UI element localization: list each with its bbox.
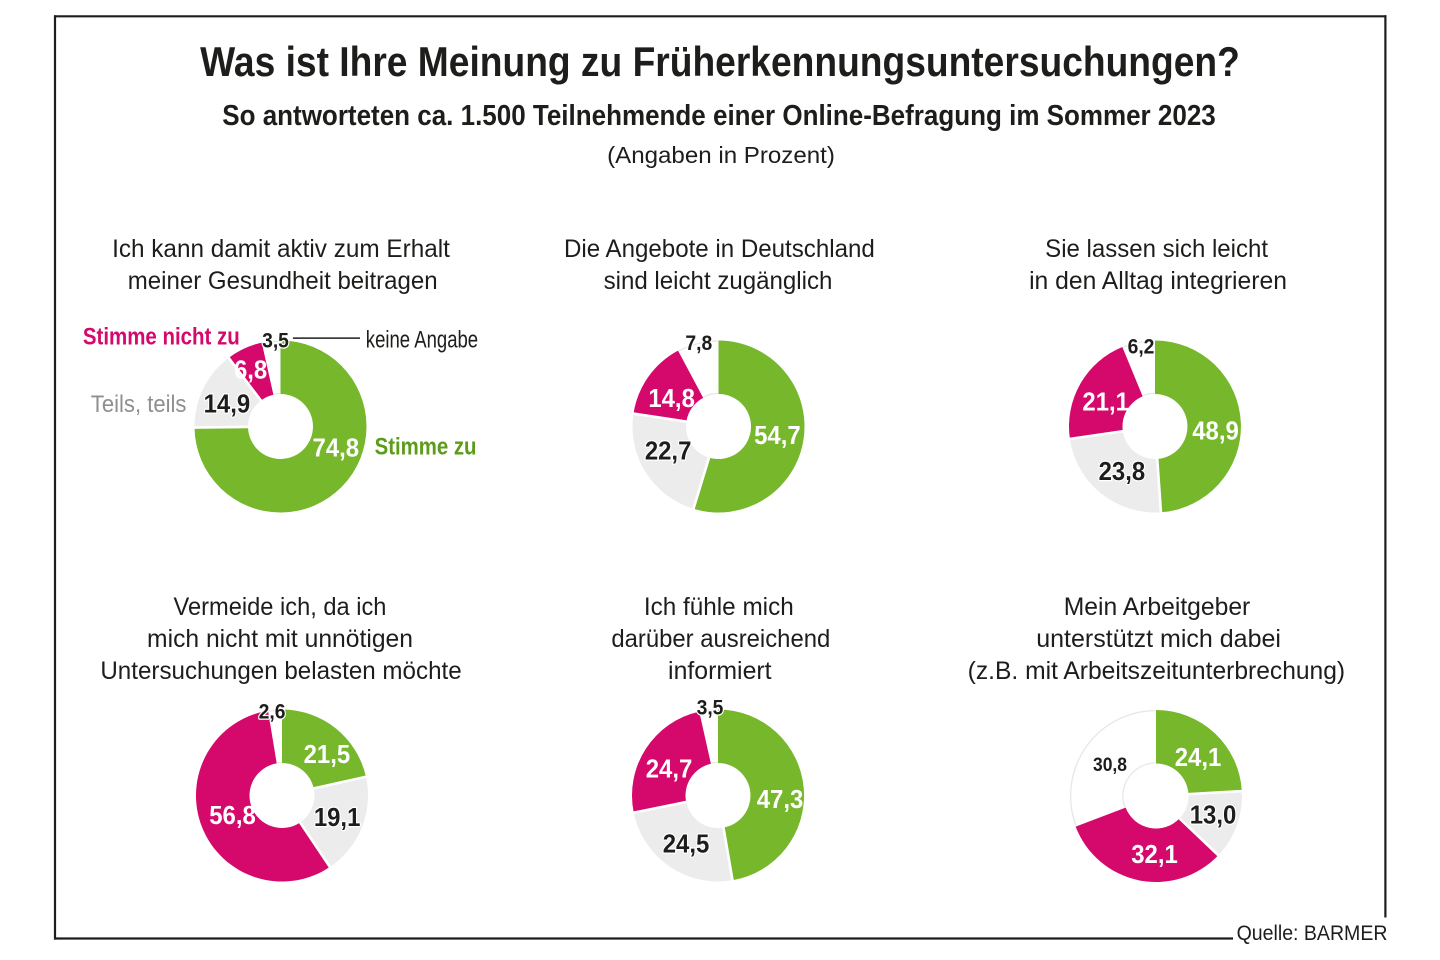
svg-text:Quelle: BARMER: Quelle: BARMER — [1237, 922, 1388, 945]
svg-text:Ich kann damit aktiv zum Erhal: Ich kann damit aktiv zum Erhalt — [112, 236, 450, 263]
svg-text:32,1: 32,1 — [1131, 840, 1178, 869]
svg-text:14,9: 14,9 — [204, 390, 251, 419]
svg-text:21,5: 21,5 — [304, 740, 351, 769]
svg-text:darüber ausreichend: darüber ausreichend — [611, 626, 830, 654]
svg-text:Die Angebote in Deutschland: Die Angebote in Deutschland — [564, 236, 875, 263]
svg-text:Stimme nicht zu: Stimme nicht zu — [83, 323, 240, 350]
svg-text:sind leicht zugänglich: sind leicht zugänglich — [604, 268, 833, 295]
svg-text:56,8: 56,8 — [209, 801, 256, 830]
svg-text:24,1: 24,1 — [1175, 743, 1222, 772]
svg-text:Mein Arbeitgeber: Mein Arbeitgeber — [1064, 594, 1251, 621]
svg-text:74,8: 74,8 — [313, 433, 360, 462]
svg-text:in den Alltag integrieren: in den Alltag integrieren — [1029, 268, 1287, 295]
svg-text:24,7: 24,7 — [646, 754, 693, 783]
svg-text:3,5: 3,5 — [262, 330, 289, 353]
svg-text:Stimme zu: Stimme zu — [375, 433, 477, 460]
svg-text:So antworteten ca. 1.500 Teiln: So antworteten ca. 1.500 Teilnehmende ei… — [222, 99, 1215, 132]
svg-text:19,1: 19,1 — [314, 803, 361, 832]
svg-text:2,6: 2,6 — [259, 701, 286, 724]
svg-text:(z.B. mit Arbeitszeitunterbrec: (z.B. mit Arbeitszeitunterbrechung) — [968, 658, 1345, 685]
svg-text:14,8: 14,8 — [648, 384, 695, 413]
svg-text:6,2: 6,2 — [1128, 336, 1155, 359]
svg-text:(Angaben in Prozent): (Angaben in Prozent) — [607, 143, 835, 168]
svg-text:Teils, teils: Teils, teils — [91, 390, 187, 417]
svg-text:23,8: 23,8 — [1099, 457, 1146, 486]
svg-text:24,5: 24,5 — [663, 830, 710, 859]
svg-text:7,8: 7,8 — [685, 332, 712, 355]
svg-text:48,9: 48,9 — [1192, 417, 1239, 446]
svg-text:unterstützt mich dabei: unterstützt mich dabei — [1036, 625, 1281, 653]
svg-text:30,8: 30,8 — [1093, 753, 1127, 775]
svg-text:meiner Gesundheit beitragen: meiner Gesundheit beitragen — [128, 268, 438, 296]
svg-text:Was ist Ihre Meinung zu Früher: Was ist Ihre Meinung zu Früherkennungsun… — [200, 39, 1240, 86]
svg-text:Untersuchungen belasten möchte: Untersuchungen belasten möchte — [100, 658, 461, 685]
svg-text:47,3: 47,3 — [757, 785, 804, 814]
svg-text:6,8: 6,8 — [234, 355, 267, 384]
svg-text:Vermeide ich, da ich: Vermeide ich, da ich — [174, 593, 387, 621]
svg-text:13,0: 13,0 — [1190, 801, 1237, 830]
svg-text:21,1: 21,1 — [1082, 388, 1129, 417]
svg-text:Sie lassen sich leicht: Sie lassen sich leicht — [1045, 236, 1268, 264]
svg-text:Ich fühle mich: Ich fühle mich — [644, 594, 794, 621]
svg-text:keine Angabe: keine Angabe — [366, 326, 478, 353]
svg-text:54,7: 54,7 — [754, 421, 801, 450]
svg-text:3,5: 3,5 — [697, 697, 724, 720]
svg-text:mich nicht mit unnötigen: mich nicht mit unnötigen — [147, 626, 413, 653]
svg-text:informiert: informiert — [668, 657, 772, 685]
svg-text:22,7: 22,7 — [645, 437, 692, 466]
